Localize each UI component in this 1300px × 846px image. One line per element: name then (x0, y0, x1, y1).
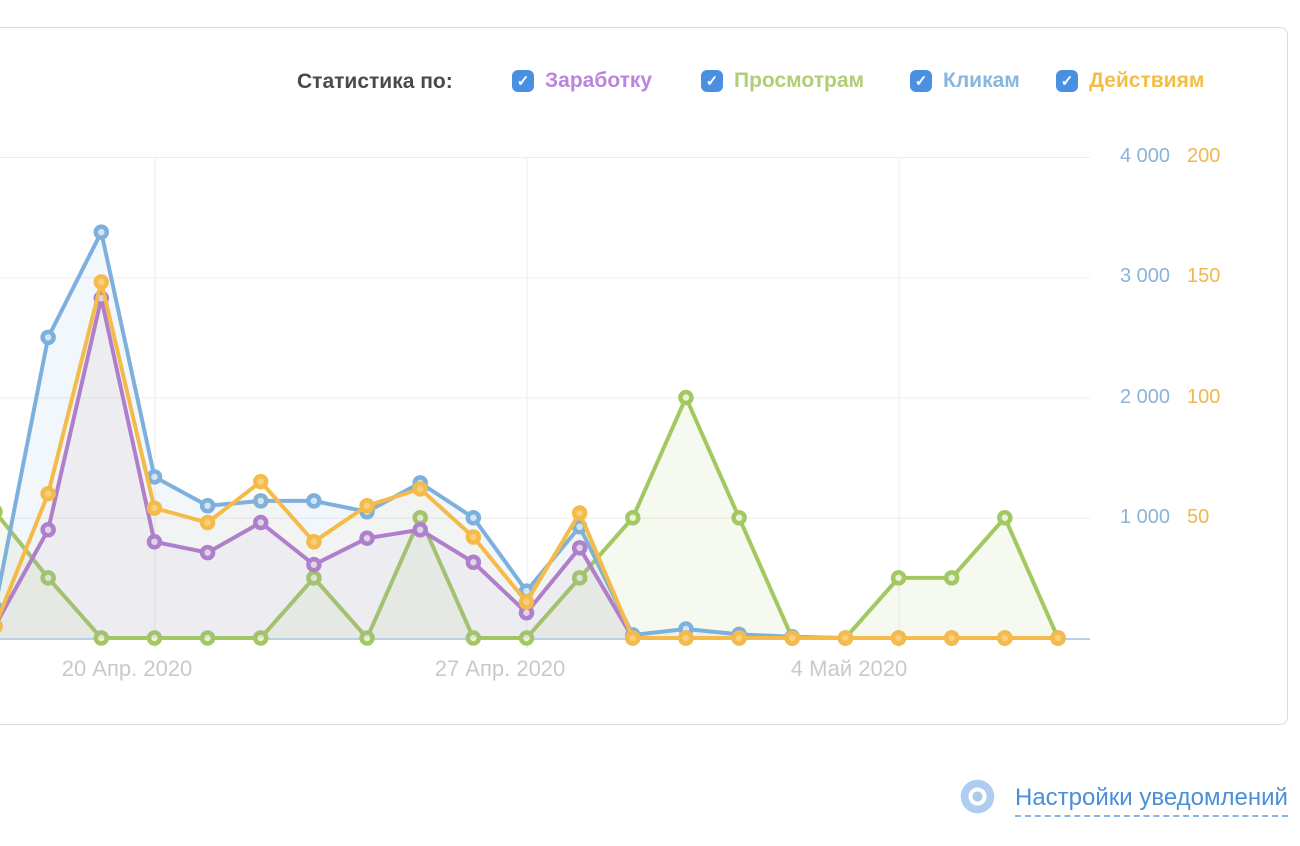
legend-item-clicks[interactable]: Кликам (910, 69, 1020, 93)
x-axis-label: 27 Апр. 2020 (434, 656, 566, 681)
actions-label: Действиям (1089, 69, 1205, 92)
views-label: Просмотрам (734, 69, 865, 92)
earnings-checkbox[interactable] (512, 70, 534, 92)
legend-item-actions[interactable]: Действиям (1056, 69, 1204, 93)
legend-title: Статистика по: (297, 70, 453, 93)
x-axis-label: 4 Май 2020 (790, 656, 908, 681)
legend-item-earnings[interactable]: Заработку (512, 69, 652, 93)
y-axis-label-clicks-views: 3 000 (1119, 265, 1170, 288)
views-checkbox[interactable] (701, 70, 723, 92)
y-axis-label-clicks-views: 4 000 (1119, 145, 1170, 167)
y-axis-label-actions: 50 (1187, 505, 1210, 528)
notification-settings-link[interactable]: Настройки уведомлений (1015, 784, 1288, 817)
statistics-card (0, 27, 1288, 725)
clicks-label: Кликам (943, 69, 1020, 92)
y-axis-label-clicks-views: 1 000 (1119, 505, 1170, 528)
y-axis-label-clicks-views: 2 000 (1119, 385, 1170, 408)
legend-item-views[interactable]: Просмотрам (701, 69, 864, 93)
earnings-label: Заработку (545, 69, 653, 92)
actions-checkbox[interactable] (1056, 70, 1078, 92)
y-axis-label-actions: 100 (1187, 385, 1221, 408)
clicks-checkbox[interactable] (910, 70, 932, 92)
x-axis-label: 20 Апр. 2020 (61, 656, 193, 681)
y-axis-label-actions: 150 (1187, 265, 1221, 288)
notifications-icon[interactable] (960, 779, 995, 814)
y-axis-label-actions: 200 (1187, 145, 1221, 167)
